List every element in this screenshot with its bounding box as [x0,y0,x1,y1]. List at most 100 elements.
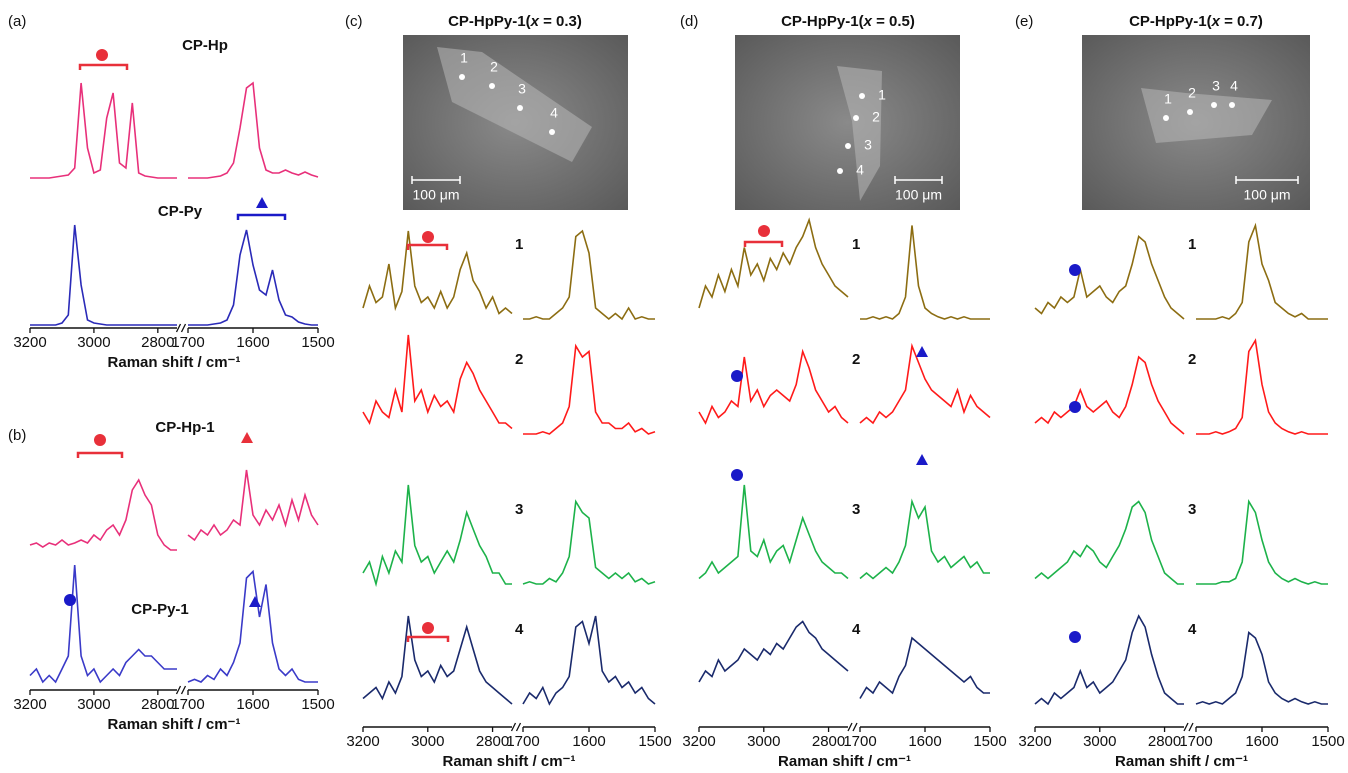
axis-break [175,685,187,695]
spectrum [523,343,656,435]
marker-circle [731,469,743,481]
row-label: 3 [515,501,523,518]
axis-break [510,722,522,732]
spectrum [523,229,655,321]
row-label: 4 [852,621,861,638]
bracket [236,213,287,220]
spectrum [1034,500,1184,585]
spectrum [29,478,177,551]
title-rest: = 0.5) [872,13,915,30]
spectrum [698,484,849,580]
spot [1211,102,1217,108]
marker-triangle [241,432,253,443]
spot [517,105,523,111]
row-label: 4 [515,621,524,638]
row-label: 2 [1188,351,1196,368]
spectrum [1034,235,1185,320]
x-tick-label: 1500 [638,733,671,750]
scale-bar [894,176,943,184]
x-tick-label: 3200 [682,733,715,750]
bracket [406,243,449,250]
x-tick-label: 1500 [301,334,334,351]
spectrum [187,469,319,542]
trace-name: CP-Hp [182,37,228,54]
spectrum [698,217,849,309]
x-tick-label: 1700 [843,733,876,750]
spectrum [1195,630,1328,705]
x-tick-label: 2800 [476,733,509,750]
x-tick-label: 2800 [141,696,174,713]
x-tick-label: 1600 [1245,733,1278,750]
x-tick-label: 2800 [141,334,174,351]
spot-label: 3 [1212,78,1220,94]
title-rest: = 0.3) [539,13,582,30]
panel-label: (d) [680,13,698,30]
spectrum [522,499,656,585]
x-tick-label: 1700 [506,733,539,750]
bracket [406,635,450,642]
row-label: 3 [852,501,860,518]
axis-title: Raman shift / cm⁻¹ [443,753,576,770]
axis-title: Raman shift / cm⁻¹ [1115,753,1248,770]
x-tick-label: 3000 [1083,733,1116,750]
marker-circle [96,49,108,61]
spectrum [187,569,318,683]
spot [853,115,859,121]
x-tick-label: 1700 [171,334,204,351]
scale-bar [1235,176,1299,184]
spectrum [188,81,319,179]
spot [489,83,495,89]
x-tick-label: 2800 [1148,733,1181,750]
panel-label: (b) [8,427,26,444]
marker-circle [94,434,106,446]
x-tick-label: 1600 [236,696,269,713]
spectrum [362,484,512,588]
spectrum [1196,222,1328,320]
row-label: 1 [852,236,860,253]
panel-label: (c) [345,13,363,30]
crystal [1141,88,1272,143]
title-var: x [530,13,540,30]
title-main: CP-HpPy-1( [1129,13,1212,30]
x-tick-label: 1600 [236,334,269,351]
spot [1229,102,1235,108]
marker-circle [422,231,434,243]
spectrum [30,82,177,179]
panel-title: CP-HpPy-1(x = 0.5) [781,13,915,30]
marker-circle [1069,401,1081,413]
marker-triangle [916,454,928,465]
x-tick-label: 1700 [1179,733,1212,750]
spectrum [362,334,513,430]
x-tick-label: 3200 [1018,733,1051,750]
spot [549,129,555,135]
x-tick-label: 1600 [572,733,605,750]
spectrum [1196,338,1328,435]
marker-triangle [256,197,268,208]
spot-label: 4 [1230,78,1238,94]
title-var: x [863,13,873,30]
marker-triangle [916,346,928,357]
x-tick-label: 3200 [346,733,379,750]
spot-label: 4 [856,162,864,178]
row-label: 2 [515,351,523,368]
spot [845,143,851,149]
spot-label: 2 [1188,85,1196,101]
spectrum [30,224,177,326]
marker-circle [422,622,434,634]
spectrum [698,620,849,683]
title-main: CP-HpPy-1( [781,13,864,30]
spectrum [362,230,513,315]
x-tick-label: 3000 [411,733,444,750]
marker-circle [758,225,770,237]
spot-label: 2 [490,59,498,75]
spectrum [859,636,990,699]
spectrum [362,615,513,705]
x-tick-label: 1600 [908,733,941,750]
axis-break [847,722,858,732]
bracket [76,451,124,458]
spot-label: 3 [518,81,526,97]
panel-label: (e) [1015,13,1033,30]
spectrum [698,348,849,425]
panel-label: (a) [8,13,26,30]
spectrum [1034,355,1185,435]
